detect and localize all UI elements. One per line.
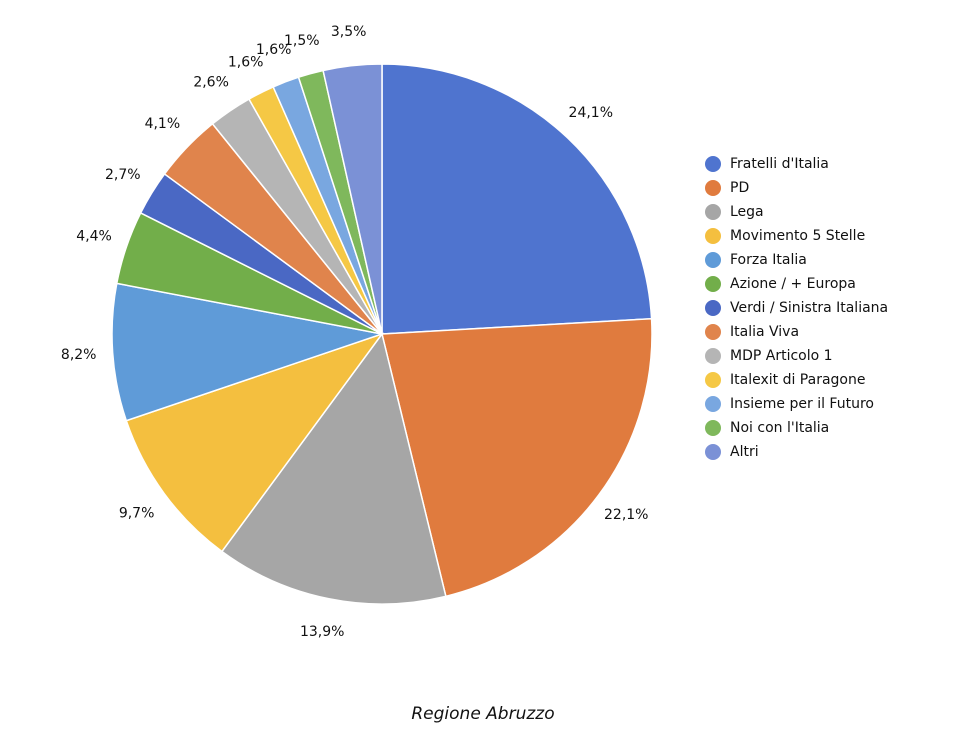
pie-slice xyxy=(111,282,385,422)
legend-label: Italia Viva xyxy=(730,324,799,340)
legend-marker xyxy=(705,324,721,340)
legend-label: Italexit di Paragone xyxy=(730,372,865,388)
value-label: 1,5% xyxy=(284,33,320,49)
legend-marker xyxy=(705,348,721,364)
legend-marker xyxy=(705,156,721,172)
legend-label: PD xyxy=(730,180,749,196)
value-label: 1,6% xyxy=(256,42,292,58)
legend-label: Noi con l'Italia xyxy=(730,420,829,436)
legend-label: Insieme per il Futuro xyxy=(730,396,874,412)
legend-marker xyxy=(705,276,721,292)
chart-title: Regione Abruzzo xyxy=(411,704,554,724)
legend-label: Altri xyxy=(730,444,759,460)
pie-slice xyxy=(381,63,653,335)
pie-slice xyxy=(322,63,383,335)
legend-label: MDP Articolo 1 xyxy=(730,348,833,364)
legend-marker xyxy=(705,228,721,244)
legend-label: Verdi / Sinistra Italiana xyxy=(730,300,888,316)
value-label: 13,9% xyxy=(300,624,344,640)
legend-label: Movimento 5 Stelle xyxy=(730,228,865,244)
value-label: 9,7% xyxy=(119,505,155,521)
legend-marker xyxy=(705,372,721,388)
legend-label: Forza Italia xyxy=(730,252,807,268)
legend-marker xyxy=(705,396,721,412)
legend-marker xyxy=(705,420,721,436)
legend-marker xyxy=(705,300,721,316)
value-label: 24,1% xyxy=(569,105,613,121)
value-label: 8,2% xyxy=(61,347,97,363)
legend-marker xyxy=(705,444,721,460)
legend-marker xyxy=(705,204,721,220)
value-label: 22,1% xyxy=(604,507,648,523)
value-label: 1,6% xyxy=(228,54,264,70)
legend-marker xyxy=(705,252,721,268)
value-label: 4,4% xyxy=(76,228,112,244)
value-label: 3,5% xyxy=(331,24,367,40)
legend-label: Lega xyxy=(730,204,764,220)
value-label: 2,6% xyxy=(193,75,229,91)
value-label: 2,7% xyxy=(105,167,141,183)
legend-label: Azione / + Europa xyxy=(730,276,856,292)
pie-slice xyxy=(381,317,653,598)
pie-slice xyxy=(220,332,447,605)
legend-marker xyxy=(705,180,721,196)
value-label: 4,1% xyxy=(145,116,181,132)
legend-label: Fratelli d'Italia xyxy=(730,156,829,172)
pie-slice xyxy=(125,332,385,553)
